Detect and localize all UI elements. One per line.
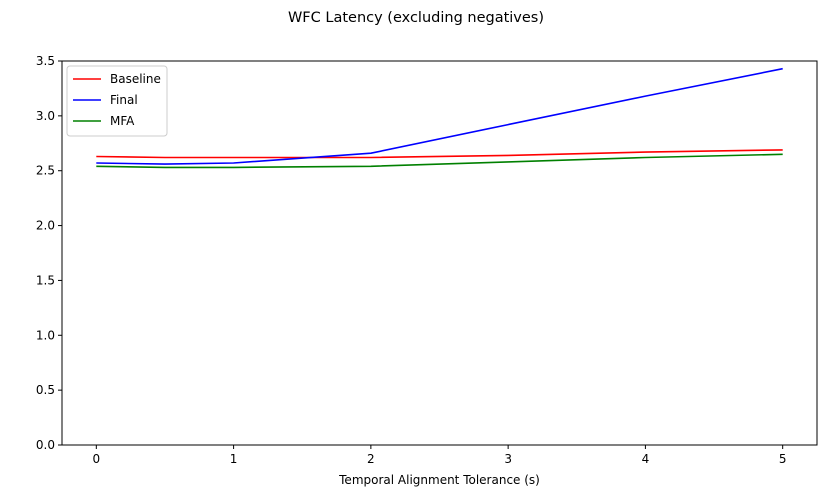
y-tick-label: 1.5 [36, 273, 55, 287]
y-axis: 0.0 0.5 1.0 1.5 2.0 2.5 3.0 3.5 [36, 54, 62, 452]
legend: Baseline Final MFA [66, 65, 168, 137]
y-tick-label: 0.0 [36, 438, 55, 452]
x-tick-label: 4 [642, 452, 650, 466]
y-tick-label: 3.0 [36, 109, 55, 123]
x-tick-label: 5 [779, 452, 787, 466]
y-tick-label: 0.5 [36, 383, 55, 397]
x-axis-title: Temporal Alignment Tolerance (s) [338, 473, 540, 487]
x-tick-label: 1 [230, 452, 238, 466]
series-line-final [96, 67, 783, 165]
x-tick-label: 0 [92, 452, 100, 466]
y-tick-label: 1.0 [36, 328, 55, 342]
chart-title: WFC Latency (excluding negatives) [288, 10, 544, 26]
x-tick-label: 2 [367, 452, 375, 466]
legend-label: Final [110, 93, 138, 107]
y-tick-label: 2.0 [36, 219, 55, 233]
y-tick-label: 2.5 [36, 164, 55, 178]
legend-label: Baseline [110, 72, 161, 86]
legend-box [66, 65, 168, 137]
plot-frame [61, 60, 818, 446]
plot-area [96, 67, 783, 169]
series-line-mfa [96, 153, 783, 169]
series-line-baseline [96, 149, 783, 159]
legend-label: MFA [110, 114, 135, 128]
y-tick-label: 3.5 [36, 54, 55, 68]
x-axis: 0 1 2 3 4 5 [92, 445, 787, 466]
x-tick-label: 3 [504, 452, 512, 466]
